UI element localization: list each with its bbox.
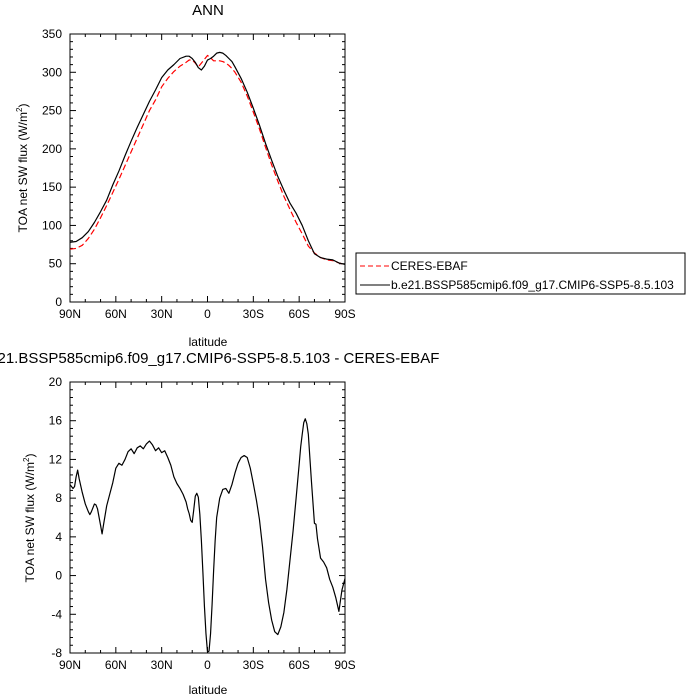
bottom-x-tick-label: 90S (334, 658, 355, 672)
top-chart-title: ANN (192, 2, 224, 19)
bottom-y-axis-label: TOA net SW flux (W/m2) (22, 454, 37, 583)
bottom-x-tick-label: 30N (151, 658, 173, 672)
top-panel: ANN 90N 60N 30N 0 30S 60S 90S 0 50 100 150 200 250 30… (15, 2, 356, 349)
bottom-x-tick-label: 60N (105, 658, 127, 672)
bottom-series-line-0 (69, 418, 346, 653)
top-x-tick-label: 0 (204, 307, 211, 321)
bottom-chart-title: b.e21.BSSP585cmip6.f09_g17.CMIP6-SSP5-8.… (0, 350, 439, 367)
bottom-x-tick-label: 30S (243, 658, 264, 672)
top-axis-tick-labels: 90N 60N 30N 0 30S 60S 90S 0 50 100 150 200 250 300 350 (42, 27, 356, 321)
legend-label-ceres: CERES-EBAF (391, 259, 468, 273)
bottom-y-tick-label: 16 (49, 414, 63, 428)
bottom-series-group (69, 418, 346, 653)
bottom-axis-ticks (69, 381, 346, 654)
top-y-tick-label: 250 (42, 104, 62, 118)
top-series-line-1 (69, 51, 346, 266)
top-y-tick-label: 100 (42, 218, 62, 232)
top-x-tick-label: 60N (105, 307, 127, 321)
bottom-y-tick-label: 12 (49, 452, 63, 466)
top-y-tick-label: 300 (42, 65, 62, 79)
top-axis-ticks (69, 33, 346, 303)
bottom-y-tick-label: 20 (49, 375, 63, 389)
top-y-axis-label-superscript: 2 (15, 107, 24, 112)
top-x-tick-label: 60S (288, 307, 309, 321)
top-y-axis-label: TOA net SW flux (W/m2) (15, 104, 30, 233)
top-plot-frame (69, 33, 346, 303)
bottom-x-tick-label: 0 (204, 658, 211, 672)
top-y-tick-label: 200 (42, 142, 62, 156)
bottom-y-tick-label: 8 (55, 491, 62, 505)
bottom-panel: b.e21.BSSP585cmip6.f09_g17.CMIP6-SSP5-8.… (0, 350, 439, 697)
bottom-x-tick-label: 60S (288, 658, 309, 672)
top-x-tick-label: 90N (59, 307, 81, 321)
top-x-tick-label: 90S (334, 307, 355, 321)
bottom-y-tick-label: -8 (51, 646, 62, 660)
top-x-tick-label: 30N (151, 307, 173, 321)
top-series-group (69, 51, 346, 266)
top-x-tick-label: 30S (243, 307, 264, 321)
legend-box (355, 252, 686, 295)
legend-label-model: b.e21.BSSP585cmip6.f09_g17.CMIP6-SSP5-8.… (391, 278, 674, 292)
top-y-tick-label: 0 (55, 295, 62, 309)
bottom-y-tick-label: -4 (51, 607, 62, 621)
bottom-axis-tick-labels: 90N 60N 30N 0 30S 60S 90S -8 -4 0 4 8 12 16 20 (49, 375, 356, 672)
bottom-x-tick-label: 90N (59, 658, 81, 672)
top-y-tick-label: 350 (42, 27, 62, 41)
bottom-y-tick-label: 0 (55, 569, 62, 583)
top-x-axis-label: latitude (189, 335, 228, 349)
top-y-tick-label: 150 (42, 180, 62, 194)
bottom-y-axis-label-superscript: 2 (22, 457, 31, 462)
bottom-x-axis-label: latitude (189, 683, 228, 697)
top-series-line-0 (69, 54, 346, 266)
top-y-tick-label: 50 (49, 257, 63, 271)
legend: CERES-EBAF b.e21.BSSP585cmip6.f09_g17.CM… (355, 252, 686, 295)
bottom-y-tick-label: 4 (55, 530, 62, 544)
